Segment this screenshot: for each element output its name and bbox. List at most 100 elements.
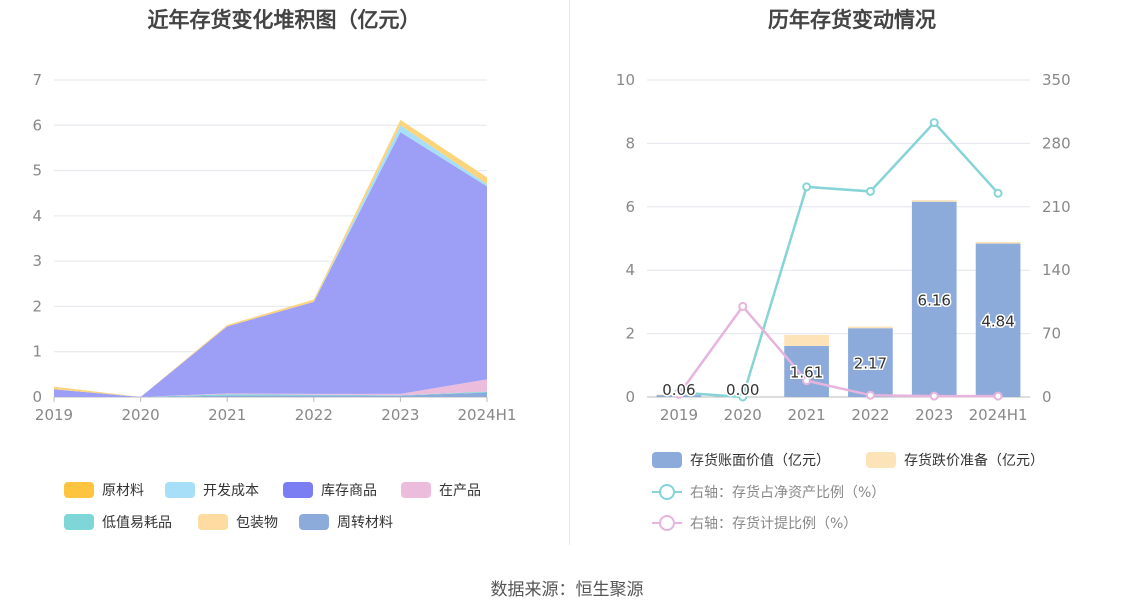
x-tick-label: 2021 xyxy=(787,406,825,424)
legend-item[interactable]: 库存商品 xyxy=(283,480,377,500)
legend-label: 低值易耗品 xyxy=(102,515,172,531)
legend-label: 开发成本 xyxy=(203,483,259,499)
legend-swatch xyxy=(64,514,94,530)
bar-data-label: 6.16 xyxy=(918,291,951,309)
y-left-tick-label: 6 xyxy=(625,198,635,216)
bar-book-value xyxy=(975,243,1021,397)
area-chart-title: 近年存货变化堆积图（亿元） xyxy=(147,8,421,32)
x-tick-label: 2024H1 xyxy=(969,406,1028,424)
area-series-低值易耗品 xyxy=(54,391,487,397)
x-tick-label: 2023 xyxy=(915,406,953,424)
bar-impairment xyxy=(848,326,893,329)
line-point xyxy=(993,188,1003,198)
legend-swatch xyxy=(283,482,313,498)
legend-label: 周转材料 xyxy=(337,515,393,531)
bar-data-label: 2.17 xyxy=(854,355,887,373)
line-point xyxy=(993,391,1003,401)
data-source: 数据来源：恒生聚源 xyxy=(490,580,644,600)
x-tick-label: 2022 xyxy=(851,406,889,424)
legend-label: 右轴：存货计提比例（%） xyxy=(690,516,858,532)
bar-chart-legend: 存货账面价值（亿元） 存货跌价准备（亿元） 右轴：存货占净资产比例（%） 右轴：存货计… xyxy=(570,0,1134,560)
legend-swatch xyxy=(299,514,329,530)
legend-swatch xyxy=(198,514,228,530)
x-tick-label: 2019 xyxy=(35,406,73,424)
y-right-tick-label: 0 xyxy=(1042,388,1052,406)
area-series-周转材料 xyxy=(54,392,487,397)
y-tick-label: 0 xyxy=(32,388,42,406)
y-right-tick-label: 70 xyxy=(1042,325,1061,343)
area-chart-panel: 近年存货变化堆积图（亿元） 0 1 2 3 4 5 6 7 2019 2020 2021 2022 20… xyxy=(0,0,568,560)
y-tick-label: 1 xyxy=(32,343,42,361)
bar-data-label: 0.00 xyxy=(726,381,759,399)
legend-item[interactable]: 低值易耗品 xyxy=(64,512,172,532)
legend-label: 包装物 xyxy=(236,515,278,531)
legend-label: 原材料 xyxy=(102,483,144,499)
bar-data-label: 0.06 xyxy=(662,381,695,399)
panel-divider xyxy=(569,0,570,545)
bar-book-value xyxy=(911,201,957,397)
legend-swatch xyxy=(652,515,682,531)
y-right-tick-label: 140 xyxy=(1042,261,1071,279)
legend-item[interactable]: 右轴：存货计提比例（%） xyxy=(652,513,857,533)
legend-item[interactable]: 周转材料 xyxy=(299,512,393,532)
bar-book-value xyxy=(784,345,829,397)
y-tick-label: 4 xyxy=(32,207,42,225)
legend-label: 右轴：存货占净资产比例（%） xyxy=(690,485,886,501)
bar-chart-svg: 0 2 4 6 8 10 0 70 140 210 280 350 2019 2020 2021 2022 20… xyxy=(616,71,1071,424)
legend-item[interactable]: 右轴：存货占净资产比例（%） xyxy=(652,482,885,502)
line-point xyxy=(865,186,875,196)
y-tick-label: 5 xyxy=(32,162,42,180)
line-point xyxy=(865,390,875,400)
area-chart-svg: 0 1 2 3 4 5 6 7 2019 2020 2021 2022 2023 2024H1 xyxy=(32,71,517,424)
bar-data-label: 1.61 xyxy=(790,363,823,381)
line-point xyxy=(929,391,939,401)
y-right-tick-label: 210 xyxy=(1042,198,1071,216)
bar-chart-title: 历年存货变动情况 xyxy=(768,8,936,32)
legend-item[interactable]: 存货账面价值（亿元） xyxy=(652,450,830,470)
bar-book-value xyxy=(848,328,893,397)
x-tick-label: 2022 xyxy=(295,406,333,424)
legend-swatch xyxy=(652,484,682,500)
line-point xyxy=(802,182,812,192)
legend-label: 存货跌价准备（亿元） xyxy=(904,453,1044,469)
y-right-tick-label: 350 xyxy=(1042,71,1071,89)
x-tick-label: 2023 xyxy=(381,406,419,424)
y-tick-label: 3 xyxy=(32,252,42,270)
legend-swatch xyxy=(401,482,431,498)
legend-item[interactable]: 开发成本 xyxy=(165,480,259,500)
legend-swatch xyxy=(652,452,682,468)
bar-data-label: 4.84 xyxy=(981,312,1014,330)
x-tick-label: 2020 xyxy=(122,406,160,424)
area-series-库存商品 xyxy=(54,132,487,398)
line-point xyxy=(738,301,748,311)
line-point xyxy=(929,118,939,128)
y-left-tick-label: 0 xyxy=(625,388,635,406)
x-tick-label: 2019 xyxy=(660,406,698,424)
y-left-tick-label: 10 xyxy=(616,71,635,89)
y-tick-label: 7 xyxy=(32,71,42,89)
legend-label: 存货账面价值（亿元） xyxy=(690,453,830,469)
y-left-tick-label: 8 xyxy=(625,134,635,152)
legend-swatch xyxy=(64,482,94,498)
x-tick-label: 2024H1 xyxy=(458,406,517,424)
y-right-tick-label: 280 xyxy=(1042,134,1071,152)
bar-chart-panel: 历年存货变动情况 0 2 4 6 8 10 0 70 140 210 280 350 2019 2020 2… xyxy=(570,0,1134,560)
y-tick-label: 6 xyxy=(32,116,42,134)
legend-label: 库存商品 xyxy=(321,483,377,499)
bar-impairment xyxy=(911,200,957,202)
line-provision-ratio xyxy=(677,304,999,398)
bar-impairment xyxy=(784,334,829,346)
y-tick-label: 2 xyxy=(32,297,42,315)
legend-item[interactable]: 包装物 xyxy=(198,512,278,532)
legend-label: 在产品 xyxy=(439,483,481,499)
line-point xyxy=(738,392,748,402)
legend-item[interactable]: 存货跌价准备（亿元） xyxy=(866,450,1044,470)
line-net-asset-ratio xyxy=(678,120,1000,399)
area-chart-legend: 原材料 开发成本 库存商品 在产品低值易耗品 包装物 周转材料 xyxy=(0,0,568,560)
bar-impairment xyxy=(975,241,1021,244)
line-point xyxy=(674,389,684,399)
y-left-tick-label: 2 xyxy=(625,325,635,343)
legend-item[interactable]: 原材料 xyxy=(64,480,144,500)
y-left-tick-label: 4 xyxy=(625,261,635,279)
legend-item[interactable]: 在产品 xyxy=(401,480,481,500)
